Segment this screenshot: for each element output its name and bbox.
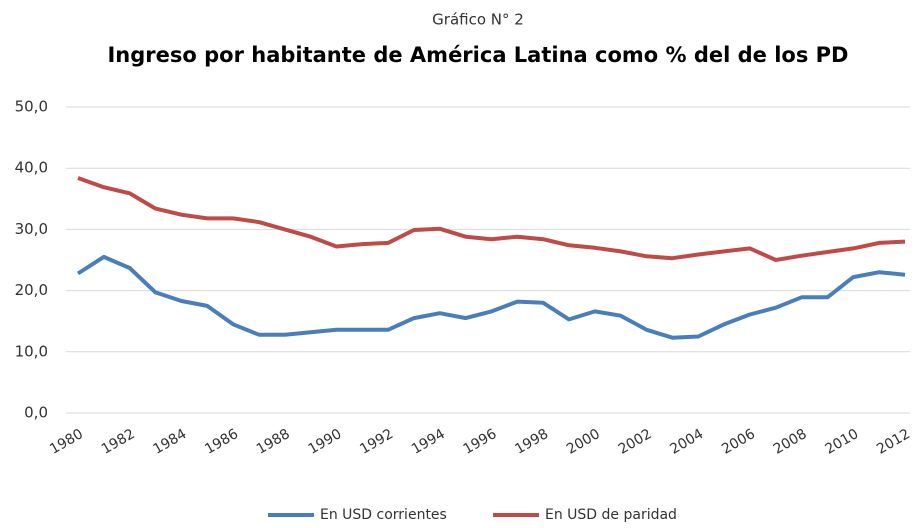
x-tick-label: 2012 (874, 426, 913, 458)
x-tick-label: 1994 (409, 426, 448, 458)
x-tick-label: 2006 (719, 426, 758, 458)
series-line (77, 176, 906, 262)
x-tick-label: 1988 (254, 426, 293, 458)
x-tick-label: 1982 (99, 426, 138, 458)
x-tick-label: 1980 (47, 426, 86, 458)
x-tick-label: 2000 (564, 426, 603, 458)
chart-supertitle: Gráfico N° 2 (432, 11, 524, 29)
x-tick-label: 1984 (151, 426, 190, 458)
x-tick-label: 2004 (667, 426, 706, 458)
series-line (76, 254, 906, 340)
y-tick-label: 10,0 (15, 342, 48, 360)
y-tick-label: 50,0 (15, 98, 48, 116)
legend-label: En USD corrientes (320, 507, 447, 523)
y-tick-label: 0,0 (24, 404, 48, 422)
x-tick-label: 1998 (512, 426, 551, 458)
legend-label: En USD de paridad (545, 507, 677, 523)
x-tick-label: 1992 (357, 426, 396, 458)
x-tick-label: 2010 (822, 426, 861, 458)
y-tick-label: 20,0 (15, 281, 48, 299)
y-tick-label: 30,0 (15, 220, 48, 238)
x-tick-label: 1986 (202, 426, 241, 458)
x-tick-label: 2002 (616, 426, 655, 458)
chart-title: Ingreso por habitante de América Latina … (107, 43, 848, 67)
x-tick-label: 1996 (461, 426, 500, 458)
x-tick-label: 1990 (306, 426, 345, 458)
x-tick-label: 2008 (771, 426, 810, 458)
y-tick-label: 40,0 (15, 159, 48, 177)
